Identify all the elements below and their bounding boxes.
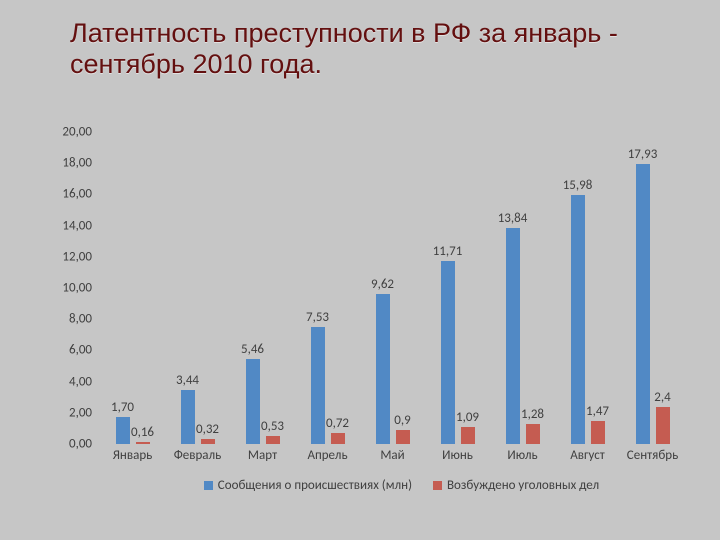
data-label: 7,53	[306, 310, 329, 325]
data-label: 15,98	[563, 178, 593, 193]
x-tick: Январь	[113, 448, 153, 463]
bar-series1	[636, 164, 650, 444]
legend: Сообщения о происшествиях (млн) Возбужде…	[100, 478, 685, 498]
x-tick: Февраль	[174, 448, 222, 463]
y-axis: 0,002,004,006,008,0010,0012,0014,0016,00…	[45, 132, 100, 444]
bar-series1	[246, 359, 260, 444]
data-label: 1,47	[586, 404, 609, 419]
bar-series2	[136, 442, 150, 444]
data-label: 1,70	[111, 400, 134, 415]
data-label: 17,93	[628, 147, 658, 162]
data-label: 0,16	[131, 425, 154, 440]
data-label: 2,4	[654, 390, 670, 405]
data-label: 5,46	[241, 342, 264, 357]
x-tick: Август	[570, 448, 605, 463]
chart-title: Латентность преступности в РФ за январь …	[70, 18, 680, 80]
data-label: 3,44	[176, 373, 199, 388]
data-label: 1,28	[521, 407, 544, 422]
bar-series2	[266, 436, 280, 444]
data-label: 9,62	[371, 277, 394, 292]
data-label: 0,32	[196, 422, 219, 437]
bar-series2	[526, 424, 540, 444]
bar-series1	[571, 195, 585, 444]
bar-series2	[331, 433, 345, 444]
bar-series1	[116, 417, 130, 444]
x-tick: Апрель	[307, 448, 347, 463]
bar-series2	[656, 407, 670, 444]
legend-swatch-series1	[204, 481, 213, 490]
y-tick: 20,00	[62, 125, 92, 140]
data-label: 1,09	[456, 410, 479, 425]
bar-series2	[461, 427, 475, 444]
legend-label-series1: Сообщения о происшествиях (млн)	[218, 478, 412, 493]
y-tick: 6,00	[69, 343, 92, 358]
x-tick: Сентябрь	[627, 448, 678, 463]
data-label: 0,9	[394, 413, 410, 428]
plot-area: 1,70 0,16 3,44 0,32 5,46 0,53 7,53 0,72 9,62 0,9 1…	[100, 132, 685, 444]
x-tick: Май	[380, 448, 404, 463]
y-tick: 8,00	[69, 312, 92, 327]
y-tick: 10,00	[62, 281, 92, 296]
x-tick: Июнь	[442, 448, 473, 463]
y-tick: 16,00	[62, 187, 92, 202]
data-label: 13,84	[498, 211, 528, 226]
x-axis: Январь Февраль Март Апрель Май Июнь Июль Август…	[100, 448, 685, 468]
bar-series2	[591, 421, 605, 444]
bar-series1	[376, 294, 390, 444]
bar-series1	[311, 327, 325, 444]
y-tick: 4,00	[69, 374, 92, 389]
bar-chart: 0,00 2,00 4,00 6,00 8,00 10,00 12,00 14,00 16,00…	[45, 132, 685, 512]
x-tick: Март	[248, 448, 277, 463]
data-label: 0,72	[326, 416, 349, 431]
bar-series1	[506, 228, 520, 444]
bar-series2	[396, 430, 410, 444]
y-tick: 2,00	[69, 405, 92, 420]
y-tick: 14,00	[62, 218, 92, 233]
data-label: 0,53	[261, 419, 284, 434]
bar-series1	[441, 261, 455, 444]
y-tick: 12,00	[62, 249, 92, 264]
x-tick: Июль	[507, 448, 537, 463]
bar-series2	[201, 439, 215, 444]
y-tick: 0,00	[69, 437, 92, 452]
legend-swatch-series2	[433, 481, 442, 490]
y-tick: 18,00	[62, 156, 92, 171]
data-label: 11,71	[433, 244, 463, 259]
bar-series1	[181, 390, 195, 444]
legend-label-series2: Возбуждено уголовных дел	[447, 478, 599, 493]
